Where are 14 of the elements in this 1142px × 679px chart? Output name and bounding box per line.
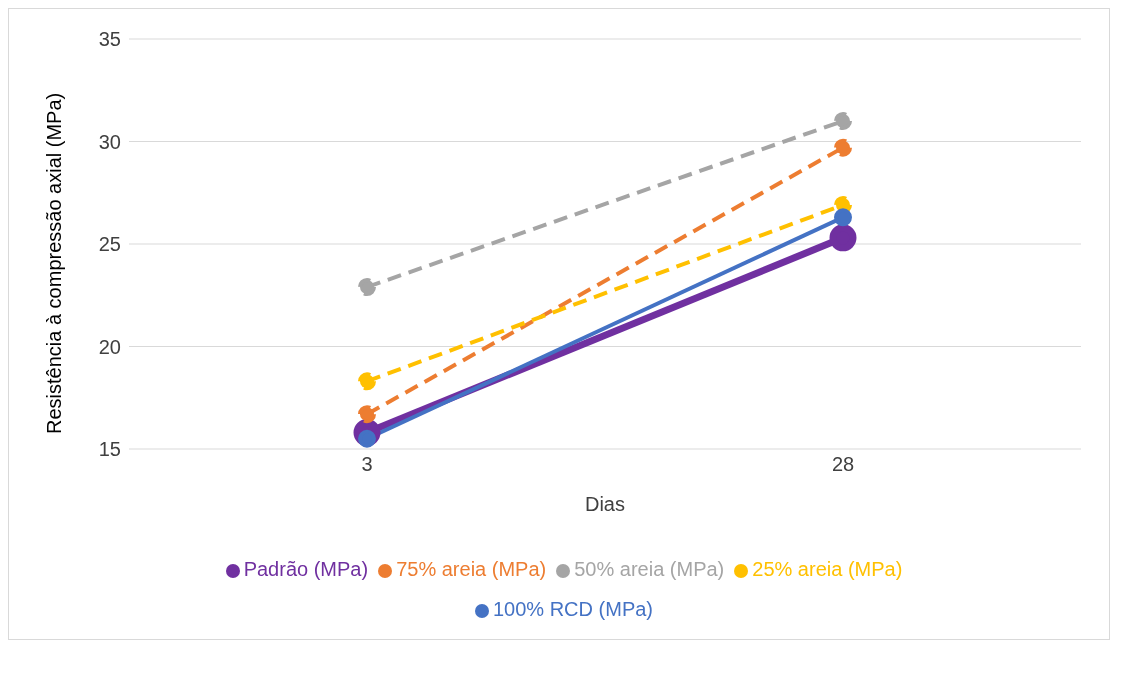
y-tick-label: 25 bbox=[98, 233, 121, 256]
y-tick-label: 15 bbox=[98, 438, 121, 461]
legend-label: Padrão (MPa) bbox=[243, 558, 369, 580]
x-tick-label: 28 bbox=[831, 453, 855, 476]
y-tick-label: 30 bbox=[98, 130, 121, 153]
y-tick-label: 35 bbox=[98, 28, 121, 51]
legend-label: 75% areia (MPa) bbox=[396, 558, 547, 580]
legend-label: 100% RCD (MPa) bbox=[492, 598, 654, 620]
legend-label: 25% areia (MPa) bbox=[752, 558, 903, 580]
x-tick-label: 3 bbox=[361, 453, 373, 476]
legend-label: 50% areia (MPa) bbox=[574, 558, 725, 580]
y-tick-label: 20 bbox=[98, 335, 121, 358]
x-axis-title: Dias bbox=[584, 493, 626, 515]
y-axis-title: Resistência à compressão axial (MPa) bbox=[43, 92, 66, 434]
